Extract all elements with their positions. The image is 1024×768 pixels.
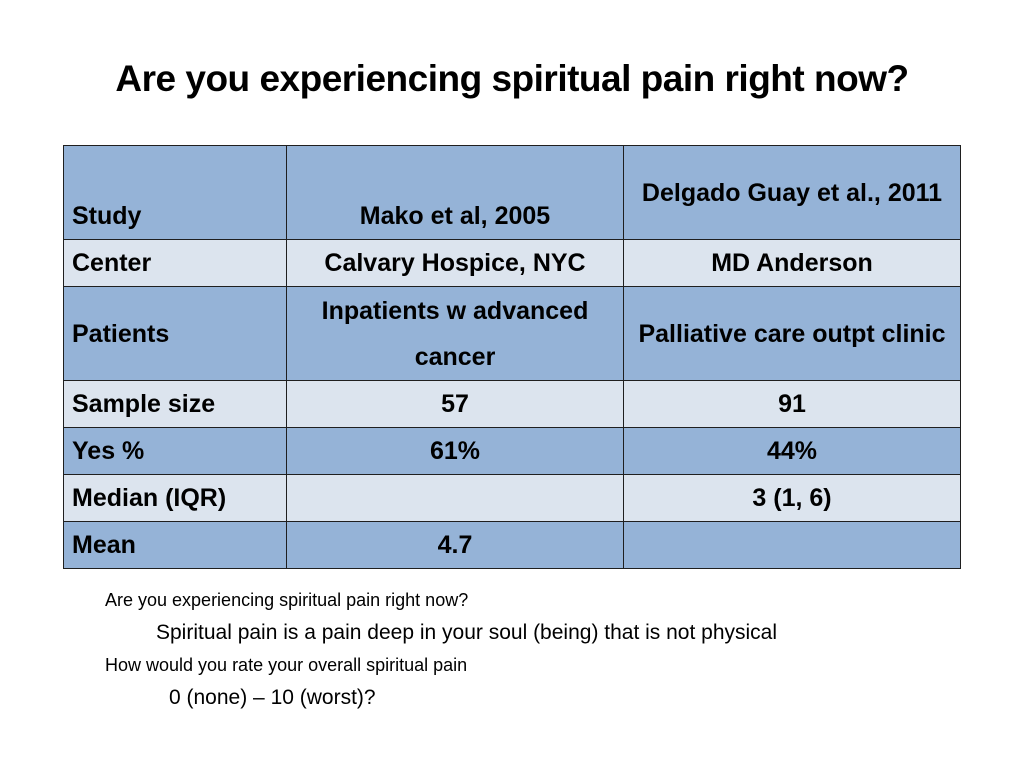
table-row-sample-size: Sample size 57 91 xyxy=(63,380,961,428)
row-label-yes-percent: Yes % xyxy=(63,427,287,475)
question-text-2: How would you rate your overall spiritua… xyxy=(105,655,468,675)
cell-mean-delgado xyxy=(623,521,961,569)
row-label-center: Center xyxy=(63,239,287,287)
cell-yes-percent-delgado: 44% xyxy=(623,427,961,475)
header-cell-mako: Mako et al, 2005 xyxy=(286,145,624,240)
cell-patients-mako: Inpatients w advanced cancer xyxy=(286,286,624,381)
header-cell-delgado: Delgado Guay et al., 2011 xyxy=(623,145,961,240)
table-header-row: Study Mako et al, 2005 Delgado Guay et a… xyxy=(63,145,961,240)
row-label-mean: Mean xyxy=(63,521,287,569)
cell-sample-size-mako: 57 xyxy=(286,380,624,428)
slide-title: Are you experiencing spiritual pain righ… xyxy=(115,58,909,99)
cell-sample-size-delgado: 91 xyxy=(623,380,961,428)
cell-median-mako xyxy=(286,474,624,522)
rating-scale-text: 0 (none) – 10 (worst)? xyxy=(169,686,376,709)
row-label-patients: Patients xyxy=(63,286,287,381)
cell-yes-percent-mako: 61% xyxy=(286,427,624,475)
table-row-yes-percent: Yes % 61% 44% xyxy=(63,427,961,475)
question-text-1: Are you experiencing spiritual pain righ… xyxy=(105,590,469,610)
cell-center-delgado: MD Anderson xyxy=(623,239,961,287)
cell-mean-mako: 4.7 xyxy=(286,521,624,569)
header-cell-study: Study xyxy=(63,145,287,240)
cell-patients-delgado: Palliative care outpt clinic xyxy=(623,286,961,381)
table-row-center: Center Calvary Hospice, NYC MD Anderson xyxy=(63,239,961,287)
cell-median-delgado: 3 (1, 6) xyxy=(623,474,961,522)
table-row-patients: Patients Inpatients w advanced cancer Pa… xyxy=(63,286,961,381)
row-label-sample-size: Sample size xyxy=(63,380,287,428)
study-comparison-table: Study Mako et al, 2005 Delgado Guay et a… xyxy=(63,145,961,569)
table-row-median: Median (IQR) 3 (1, 6) xyxy=(63,474,961,522)
row-label-median: Median (IQR) xyxy=(63,474,287,522)
cell-center-mako: Calvary Hospice, NYC xyxy=(286,239,624,287)
definition-text: Spiritual pain is a pain deep in your so… xyxy=(156,621,778,644)
table-row-mean: Mean 4.7 xyxy=(63,521,961,569)
